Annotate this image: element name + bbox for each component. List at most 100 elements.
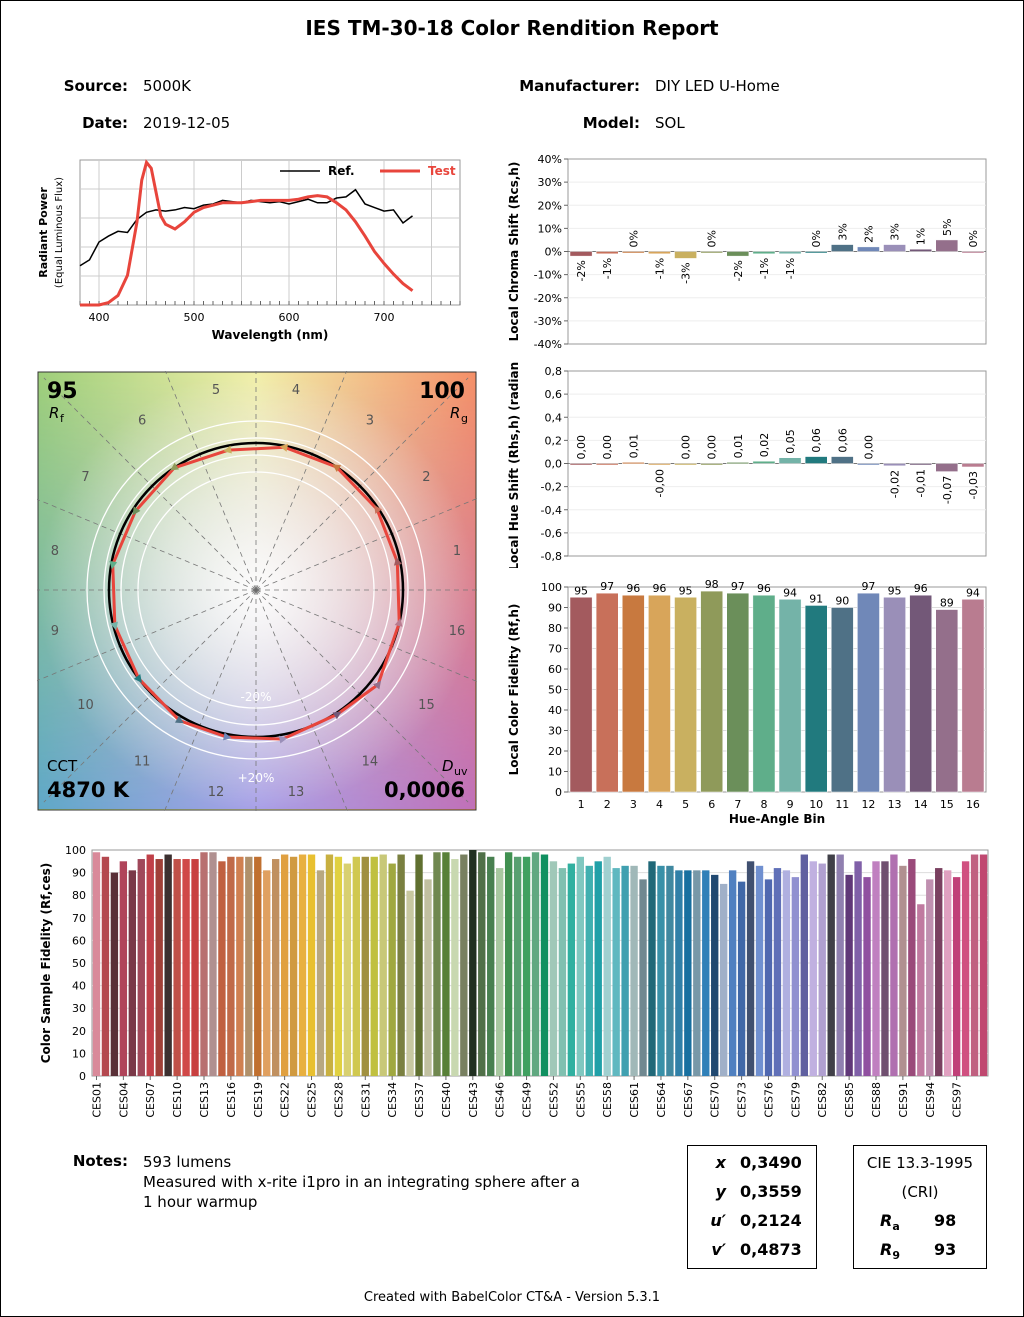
ces-bar bbox=[827, 854, 835, 1076]
bar-bin-8 bbox=[752, 460, 776, 464]
vector-arrow bbox=[279, 443, 289, 452]
x-tick-label: CES61 bbox=[628, 1082, 641, 1118]
bar-bin-12 bbox=[857, 246, 880, 252]
ra-label: Ra bbox=[880, 1211, 900, 1234]
bar-label: 0,05 bbox=[784, 429, 797, 454]
bar-label: -1% bbox=[601, 258, 614, 279]
x-tick-label: CES88 bbox=[870, 1082, 883, 1118]
ces-bar bbox=[397, 854, 405, 1076]
bar-label: 0,06 bbox=[836, 428, 849, 453]
bar-bin-13 bbox=[883, 244, 906, 252]
bar-bin-2 bbox=[595, 251, 619, 255]
bar-label: 0% bbox=[967, 230, 980, 247]
bar-bin-11 bbox=[831, 244, 854, 252]
x-tick-label: CES70 bbox=[709, 1082, 722, 1118]
ces-bar bbox=[522, 856, 531, 1076]
bar-bin-7 bbox=[726, 592, 750, 793]
x-tick-label: CES16 bbox=[225, 1082, 238, 1118]
bar-bin-14 bbox=[909, 248, 932, 252]
bar-bin-3 bbox=[622, 251, 645, 254]
ces-bar bbox=[137, 859, 145, 1076]
y-tick-label: -10% bbox=[534, 269, 562, 282]
x-tick-label: 10 bbox=[809, 798, 823, 811]
x-tick-label: CES85 bbox=[843, 1082, 856, 1118]
bar-bin-11 bbox=[831, 456, 854, 464]
radial-line bbox=[255, 589, 477, 682]
bar-label: 90 bbox=[835, 595, 849, 608]
ces-bar bbox=[325, 854, 334, 1076]
x-tick-label: CES91 bbox=[897, 1082, 910, 1118]
bar-bin-7 bbox=[726, 251, 750, 257]
x-axis-label: Hue-Angle Bin bbox=[729, 812, 825, 826]
vector-arrow bbox=[109, 560, 118, 570]
radial-line bbox=[37, 589, 257, 682]
bar-label: 95 bbox=[888, 584, 902, 597]
y-axis-label: Local Chroma Shift (Rcs,h) bbox=[507, 162, 521, 342]
notes-label: Notes: bbox=[72, 1152, 128, 1170]
y-tick-label: -40% bbox=[534, 338, 562, 351]
x-tick-label: CES37 bbox=[413, 1082, 426, 1118]
y-axis-sublabel: (Equal Luminous Flux) bbox=[54, 177, 65, 288]
bar-label: 0% bbox=[810, 230, 823, 247]
vector-arrow bbox=[170, 462, 180, 471]
x-tick-label: CES73 bbox=[736, 1082, 749, 1118]
duv-label: D bbox=[442, 757, 454, 775]
x-tick-label: 600 bbox=[279, 311, 300, 324]
y-tick-label: 0,6 bbox=[545, 388, 563, 401]
ces-bar bbox=[531, 852, 540, 1076]
spd-chart: 400 500 600 700 Wavelength (nm) Radiant Power… bbox=[37, 159, 461, 342]
bar-label: 95 bbox=[679, 584, 693, 597]
bar-bin-7 bbox=[726, 462, 750, 465]
ces-bar bbox=[917, 904, 925, 1076]
notes-line: 1 hour warmup bbox=[143, 1193, 258, 1211]
ces-bar bbox=[218, 861, 226, 1076]
ces-bar bbox=[908, 859, 916, 1076]
bar-bin-13 bbox=[883, 463, 906, 467]
y-tick-label: 30 bbox=[548, 725, 562, 738]
bar-label: 94 bbox=[783, 586, 797, 599]
series-line-test bbox=[80, 159, 414, 307]
x-tick-label: CES13 bbox=[198, 1082, 211, 1118]
x-tick-label: 14 bbox=[914, 798, 928, 811]
y-tick-label: 20 bbox=[72, 1025, 86, 1038]
ces-bar bbox=[576, 856, 584, 1076]
r9-value: 93 bbox=[934, 1240, 957, 1259]
ces-bar bbox=[415, 854, 423, 1076]
source-label: Source: bbox=[63, 77, 128, 95]
y-tick-label: -20% bbox=[534, 292, 562, 305]
x-tick-label: 13 bbox=[888, 798, 902, 811]
bar-bin-6 bbox=[700, 463, 723, 466]
y-tick-label: -30% bbox=[534, 315, 562, 328]
bar-bin-9 bbox=[778, 251, 802, 255]
x-tick-label: CES31 bbox=[359, 1082, 372, 1118]
y-tick-label: 50 bbox=[548, 684, 562, 697]
x-tick-label: CES34 bbox=[386, 1082, 399, 1118]
ring bbox=[120, 454, 392, 726]
y-tick-label: 70 bbox=[548, 643, 562, 656]
vector-arrow bbox=[133, 674, 142, 683]
bar-label: 97 bbox=[861, 580, 875, 593]
manufacturer-label: Manufacturer: bbox=[519, 77, 640, 95]
ces-bar bbox=[746, 861, 755, 1076]
bar-bin-16 bbox=[961, 463, 985, 468]
ces-bar bbox=[92, 852, 101, 1076]
ces-bar bbox=[307, 854, 316, 1076]
ces-bar bbox=[926, 879, 934, 1076]
bar-label: -0,02 bbox=[889, 470, 902, 498]
bar-bin-12 bbox=[857, 463, 880, 466]
ces-bar bbox=[549, 861, 558, 1076]
y-tick-label: 20% bbox=[538, 199, 562, 212]
radial-line bbox=[255, 589, 469, 803]
x-tick-label: 3 bbox=[630, 798, 637, 811]
ring-label: +20% bbox=[238, 771, 275, 785]
ces-bar bbox=[567, 863, 576, 1076]
bar-label: 0,00 bbox=[862, 435, 875, 460]
x-tick-label: 6 bbox=[708, 798, 715, 811]
radial-line bbox=[255, 498, 477, 591]
notes-line: Measured with x-rite i1pro in an integra… bbox=[143, 1173, 580, 1191]
ces-bar bbox=[433, 852, 441, 1076]
vector-arrow bbox=[132, 506, 141, 516]
ces-bar bbox=[478, 852, 486, 1076]
ces-bar bbox=[272, 859, 280, 1076]
